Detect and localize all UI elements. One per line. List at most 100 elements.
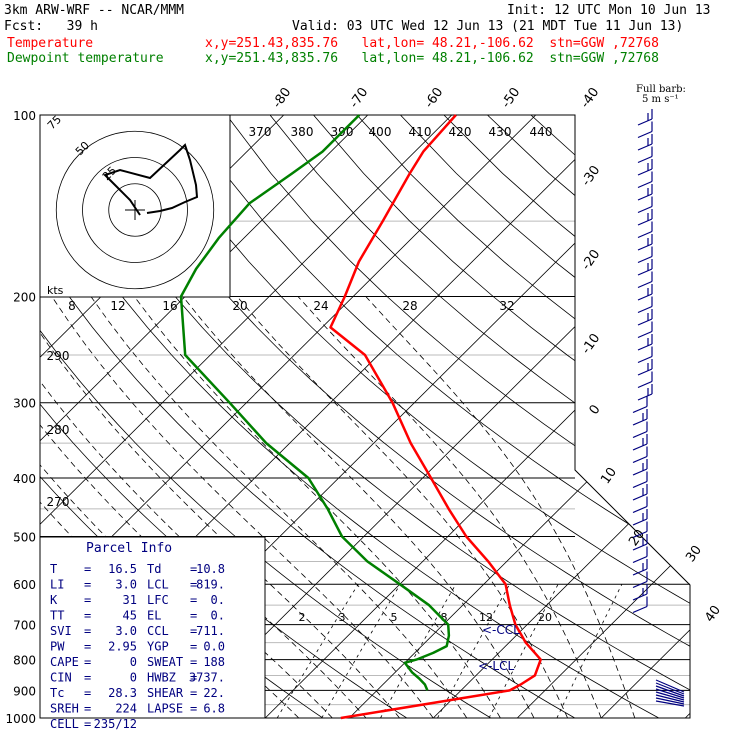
isotherm-label: 40 [702, 603, 724, 625]
theta-label: 430 [489, 125, 512, 139]
wind-barb [637, 243, 653, 251]
isotherm [264, 115, 690, 718]
parcel-value: 28.3 [108, 686, 137, 700]
isotherm [40, 115, 369, 718]
parcel-key: CIN [50, 671, 72, 685]
wind-barb [632, 530, 648, 539]
hodograph-speed-label: 12 [110, 299, 125, 313]
wind-barb [632, 480, 648, 489]
dry-adiabat [617, 115, 690, 718]
parcel-key: K [50, 593, 58, 607]
isotherm-label: -30 [579, 163, 603, 189]
moist-adiabat [133, 296, 501, 718]
temperature-coords: x,y=251.43,835.76 lat,lon= 48.21,-106.62… [205, 36, 659, 51]
parcel-value: 3737. [189, 671, 225, 685]
wind-barb [632, 543, 648, 551]
parcel-eq: = [190, 655, 197, 669]
parcel-key: CCL [147, 624, 169, 638]
moist-adiabat [182, 296, 535, 718]
parcel-value: 235/12 [94, 717, 137, 731]
dry-adiabat [40, 115, 659, 718]
wind-barb [637, 143, 653, 151]
pressure-label: 200 [13, 291, 36, 305]
wind-barb [637, 255, 653, 264]
wind-barb [632, 430, 648, 439]
wind-barb [632, 580, 648, 589]
wind-barb [632, 518, 648, 526]
parcel-key: T [50, 562, 57, 576]
wind-barb [637, 130, 653, 139]
mixing-ratio-line [556, 584, 623, 718]
parcel-key: LCL [147, 578, 169, 592]
mixing-ratio-label: 12 [479, 611, 493, 624]
parcel-eq: = [84, 609, 91, 623]
wind-barb-low [655, 700, 685, 707]
theta-label: 440 [530, 125, 553, 139]
wind-barb [637, 343, 653, 351]
wind-barb [637, 368, 653, 376]
theta-label: 410 [409, 125, 432, 139]
wind-barb-low [655, 679, 685, 693]
ccl-label: <-CCL [482, 623, 520, 637]
mixing-ratio-line [437, 584, 510, 718]
parcel-eq: = [84, 578, 91, 592]
mixing-ratio-label: 3 [339, 611, 346, 624]
theta-label: 420 [449, 125, 472, 139]
parcel-key: LFC [147, 593, 169, 607]
lcl-label: <-LCL [478, 659, 514, 673]
parcel-value: 16.5 [108, 562, 137, 576]
pressure-label: 100 [13, 109, 36, 123]
theta-label: 380 [291, 125, 314, 139]
parcel-eq: = [84, 593, 91, 607]
parcel-value: 45 [123, 609, 137, 623]
parcel-eq: = [190, 671, 197, 685]
mixing-ratio-label: 20 [538, 611, 552, 624]
wind-barb [637, 330, 653, 339]
wind-barb-low [655, 697, 685, 705]
pressure-label: 900 [13, 684, 36, 698]
wind-barb [632, 468, 648, 476]
parcel-key: SVI [50, 624, 72, 638]
parcel-eq: = [190, 640, 197, 654]
parcel-key: SWEAT [147, 655, 183, 669]
parcel-eq: = [190, 624, 197, 638]
wind-barb [632, 555, 648, 564]
parcel-value: 188 [203, 655, 225, 669]
parcel-eq: = [190, 702, 197, 716]
parcel-eq: = [84, 624, 91, 638]
dewpoint-legend: Dewpoint temperature [7, 51, 164, 66]
isotherm-label: -80 [270, 85, 294, 111]
wind-barb [632, 568, 648, 576]
parcel-eq: = [84, 655, 91, 669]
parcel-key: SREH [50, 702, 79, 716]
parcel-eq: = [84, 671, 91, 685]
isotherm-label: -60 [422, 85, 446, 111]
hodograph-units: kts [47, 284, 64, 297]
wind-barb [632, 505, 648, 514]
parcel-key: TT [50, 609, 64, 623]
isotherm [40, 115, 453, 718]
pressure-label: 400 [13, 472, 36, 486]
parcel-eq: = [190, 593, 197, 607]
parcel-value: 0.0 [203, 640, 225, 654]
parcel-value: 31 [123, 593, 137, 607]
parcel-key: EL [147, 609, 161, 623]
wind-barb [632, 493, 648, 501]
parcel-key: Tc [50, 686, 64, 700]
init-time: Init: 12 UTC Mon 10 Jun 13 [507, 3, 711, 18]
parcel-value: 0. [211, 609, 225, 623]
wind-barb [637, 268, 653, 276]
parcel-value: 224 [115, 702, 137, 716]
mixing-ratio-line [321, 583, 401, 718]
wind-barb [637, 280, 653, 289]
hodograph-ring [55, 130, 215, 290]
dry-adiabat [705, 115, 740, 718]
parcel-eq: = [84, 686, 91, 700]
wind-barb [632, 443, 648, 451]
wind-barb [632, 593, 648, 601]
parcel-eq: = [84, 640, 91, 654]
full-barb-label: Full barb: [636, 84, 686, 95]
parcel-key: HWBZ [147, 671, 176, 685]
parcel-key: Td [147, 562, 161, 576]
